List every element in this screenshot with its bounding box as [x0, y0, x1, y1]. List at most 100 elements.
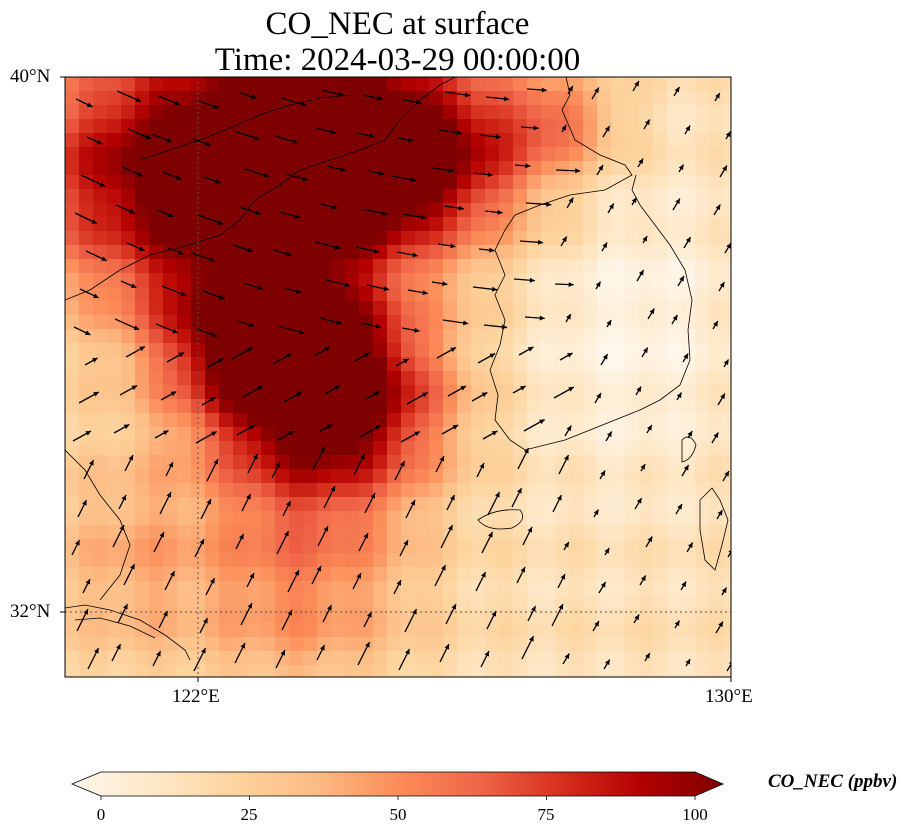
wind-arrow [401, 327, 420, 333]
field-cell [233, 119, 248, 134]
field-cell [163, 147, 178, 162]
field-cell [289, 301, 304, 316]
field-cell [65, 273, 80, 288]
field-cell [653, 161, 668, 176]
field-cell [177, 539, 192, 554]
wind-arrow [591, 87, 600, 100]
field-cell [219, 413, 234, 428]
field-cell [583, 343, 598, 358]
field-cell [219, 665, 234, 677]
field-cell [723, 567, 731, 582]
field-cell [345, 553, 360, 568]
field-cell [317, 637, 332, 652]
field-cell [93, 623, 108, 638]
field-cell [611, 511, 626, 526]
field-cell [93, 105, 108, 120]
field-cell [681, 413, 696, 428]
field-cell [639, 189, 654, 204]
field-cell [639, 315, 654, 330]
field-cell [233, 301, 248, 316]
axis-ticks [60, 76, 732, 682]
field-cell [723, 385, 731, 400]
field-cell [149, 623, 164, 638]
field-cell [359, 441, 374, 456]
field-cell [317, 329, 332, 344]
field-cell [65, 259, 80, 274]
wind-arrow [366, 284, 390, 292]
field-cell [107, 427, 122, 442]
field-cell [65, 343, 80, 358]
field-cell [219, 147, 234, 162]
field-cell [317, 553, 332, 568]
field-cell [387, 301, 402, 316]
field-cell [205, 371, 220, 386]
field-cell [345, 245, 360, 260]
field-cell [695, 301, 710, 316]
field-cell [415, 77, 430, 92]
field-cell [121, 301, 136, 316]
field-cell [303, 259, 318, 274]
field-cell [429, 371, 444, 386]
field-cell [317, 91, 332, 106]
field-cell [527, 511, 542, 526]
field-cell [499, 105, 514, 120]
field-cell [639, 511, 654, 526]
field-cell [499, 483, 514, 498]
wind-arrow [247, 453, 259, 474]
field-cell [359, 385, 374, 400]
field-cell [205, 301, 220, 316]
field-cell [541, 343, 556, 358]
wind-arrow [517, 447, 530, 470]
field-cell [247, 259, 262, 274]
field-cell [65, 399, 80, 414]
field-cell [555, 413, 570, 428]
wind-arrow [231, 346, 254, 360]
field-cell [457, 287, 472, 302]
field-cell [625, 455, 640, 470]
field-cell [583, 203, 598, 218]
field-cell [149, 371, 164, 386]
field-cell [331, 133, 346, 148]
field-cell [387, 189, 402, 204]
field-cell [401, 329, 416, 344]
field-cell [93, 371, 108, 386]
field-cell [275, 595, 290, 610]
field-cell [695, 287, 710, 302]
field-cell [709, 581, 724, 596]
field-cell [149, 525, 164, 540]
field-cell [485, 567, 500, 582]
field-cell [275, 665, 290, 677]
field-cell [527, 651, 542, 666]
field-cell [359, 189, 374, 204]
wind-arrow [159, 491, 172, 515]
field-cell [387, 147, 402, 162]
field-cell [289, 105, 304, 120]
china-coast-south [65, 449, 131, 601]
field-cell [681, 623, 696, 638]
field-cell [219, 595, 234, 610]
field-cell [611, 105, 626, 120]
field-cell [205, 455, 220, 470]
wind-arrow [244, 168, 270, 178]
field-cell [611, 119, 626, 134]
field-cell [247, 231, 262, 246]
wind-arrow [527, 605, 537, 622]
field-cell [359, 175, 374, 190]
field-cell [541, 357, 556, 372]
field-cell [625, 483, 640, 498]
field-cell [513, 581, 528, 596]
wind-arrow [484, 209, 503, 215]
field-cell [233, 105, 248, 120]
field-cell [569, 567, 584, 582]
field-cell [359, 77, 374, 92]
field-cell [527, 581, 542, 596]
field-cell [65, 497, 80, 512]
field-cell [695, 511, 710, 526]
wind-arrow [684, 125, 691, 135]
field-cell [107, 287, 122, 302]
field-cell [457, 595, 472, 610]
field-cell [611, 385, 626, 400]
field-cell [709, 175, 724, 190]
field-cell [163, 189, 178, 204]
field-cell [541, 637, 556, 652]
